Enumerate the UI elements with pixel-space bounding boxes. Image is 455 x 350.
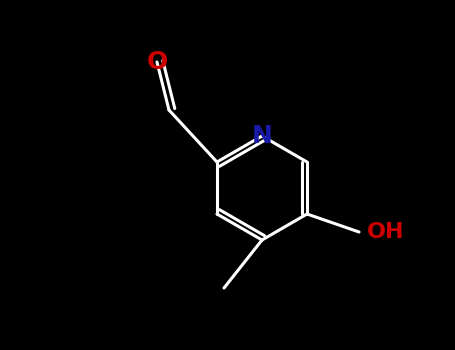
Text: OH: OH bbox=[367, 222, 404, 242]
Text: N: N bbox=[252, 124, 273, 148]
Text: O: O bbox=[147, 50, 167, 74]
